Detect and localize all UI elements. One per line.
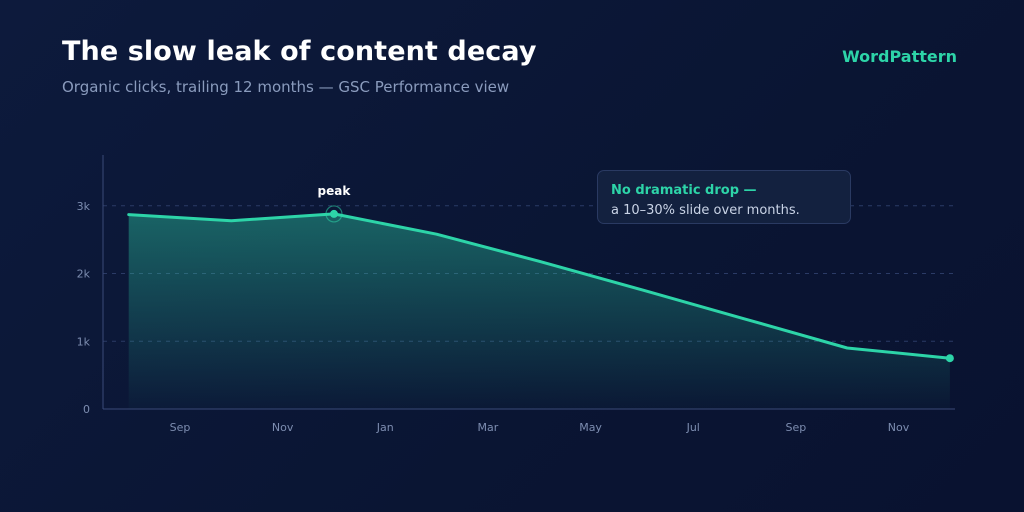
x-tick-label: Jan — [376, 421, 394, 434]
x-tick-label: Jul — [686, 421, 700, 434]
callout-body: a 10–30% slide over months. — [611, 203, 800, 218]
x-tick-label: Sep — [786, 421, 807, 434]
brand-logo: WordPattern — [842, 47, 957, 66]
y-tick-label: 3k — [77, 200, 91, 213]
peak-label: peak — [318, 184, 352, 198]
peak-marker-ring — [325, 205, 343, 223]
x-tick-label: Nov — [272, 421, 294, 434]
y-tick-label: 0 — [83, 403, 90, 416]
x-tick-label: Mar — [478, 421, 499, 434]
x-tick-label: Sep — [170, 421, 191, 434]
y-tick-label: 1k — [77, 335, 91, 348]
area-fill — [128, 213, 950, 409]
chart-subtitle: Organic clicks, trailing 12 months — GSC… — [62, 78, 510, 96]
x-tick-label: May — [579, 421, 602, 434]
end-point-marker — [945, 354, 954, 363]
peak-marker — [329, 209, 338, 218]
annotation-callout: No dramatic drop — a 10–30% slide over m… — [597, 170, 851, 224]
callout-title: No dramatic drop — — [611, 183, 757, 198]
x-tick-label: Nov — [888, 421, 910, 434]
y-tick-label: 2k — [77, 268, 91, 281]
series-line — [127, 212, 952, 360]
chart-title: The slow leak of content decay — [62, 36, 537, 67]
